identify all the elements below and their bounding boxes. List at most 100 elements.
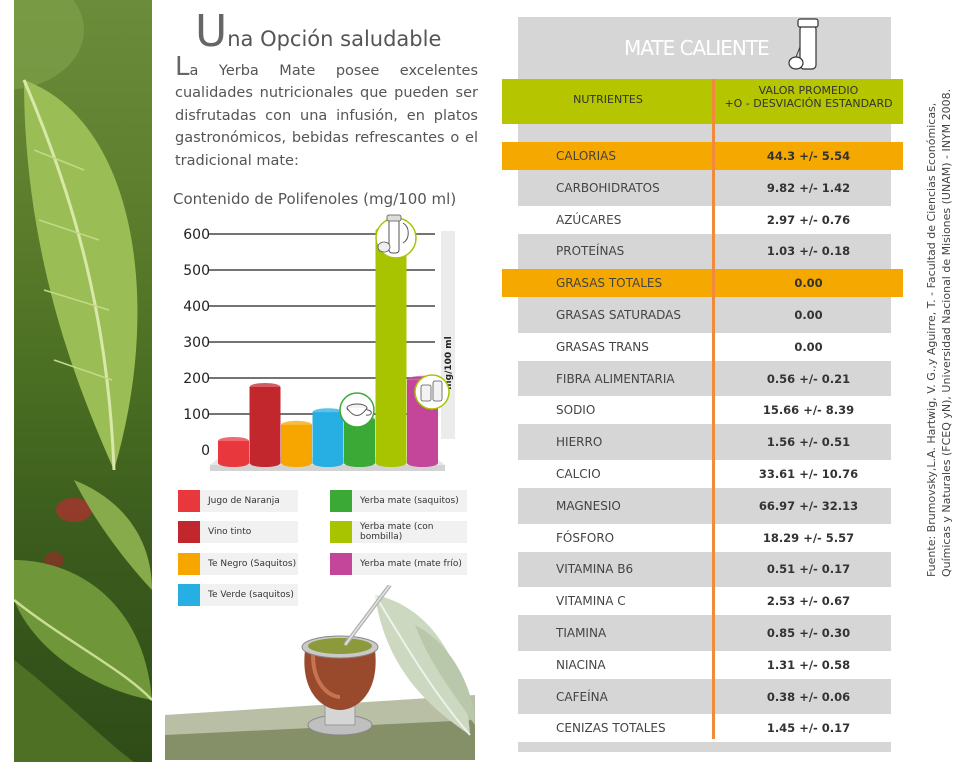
bar	[375, 230, 407, 463]
nutrient-value: 0.51 +/- 0.17	[766, 562, 851, 577]
bar-top	[312, 408, 344, 417]
nutrient-name: MAGNESIO	[556, 498, 621, 513]
table-row: MAGNESIO 66.97 +/- 32.13	[518, 491, 891, 520]
nutrient-name: FÓSFORO	[556, 530, 615, 545]
source-citation: Fuente: Brumovsky,L.A. Hartwig, V. G.,y …	[925, 89, 953, 577]
legend-swatch	[330, 490, 352, 512]
nutrient-name: AZÚCARES	[556, 212, 622, 227]
table-row: GRASAS TRANS 0.00	[518, 332, 891, 361]
legend-swatch	[178, 584, 200, 606]
table-row: CENIZAS TOTALES 1.45 +/- 0.17	[518, 714, 891, 743]
bar	[218, 441, 249, 463]
intro-initial: L	[175, 52, 190, 82]
bar-base	[375, 459, 407, 467]
source-line-2: Químicas y Naturales (FCEQ yN), Universi…	[940, 89, 953, 577]
chart-title: Contenido de Polifenoles (mg/100 ml)	[173, 190, 457, 208]
nutrient-name: CENIZAS TOTALES	[556, 721, 666, 736]
bar	[312, 412, 344, 463]
bar-base	[218, 459, 249, 467]
legend-label: Vino tinto	[208, 527, 252, 537]
nutrient-value: 1.31 +/- 0.58	[766, 657, 851, 672]
polyphenol-bar-chart: 0 100 200 300 400 500 600 mg/100 ml	[183, 214, 455, 471]
nutrient-name: CARBOHIDRATOS	[556, 180, 660, 195]
bar-base	[281, 459, 312, 467]
chart-legend: Jugo de Naranja Vino tinto Te Negro (Saqui…	[178, 490, 468, 615]
nutrient-name: GRASAS TOTALES	[556, 276, 663, 291]
legend-item: Yerba mate (con bombilla)	[330, 521, 467, 543]
legend-swatch	[330, 521, 352, 543]
y-tick-label: 600	[183, 227, 210, 243]
table-row: FIBRA ALIMENTARIA 0.56 +/- 0.21	[518, 364, 891, 393]
nutrient-value: 1.56 +/- 0.51	[766, 435, 851, 450]
y-tick-label: 100	[183, 407, 210, 423]
y-tick-label: 500	[183, 263, 210, 279]
y-tick-label: 300	[183, 335, 210, 351]
bar-base	[249, 459, 281, 467]
nutrient-name: TIAMINA	[556, 626, 607, 640]
title-text: na Opción saludable	[227, 27, 442, 51]
nutrient-name: CALORIAS	[556, 149, 616, 163]
nutrient-value: 0.38 +/- 0.06	[766, 689, 851, 704]
table-row: CALORIAS 44.3 +/- 5.54	[502, 142, 903, 170]
table-row: CAFEÍNA 0.38 +/- 0.06	[518, 682, 891, 711]
legend-item: Te Verde (saquitos)	[178, 584, 298, 606]
table-row: AZÚCARES 2.97 +/- 0.76	[518, 205, 891, 234]
legend-label: Te Verde (saquitos)	[208, 590, 294, 600]
legend-item: Jugo de Naranja	[178, 490, 298, 512]
source-line-1: Fuente: Brumovsky,L.A. Hartwig, V. G.,y …	[925, 103, 938, 577]
nutrient-name: SODIO	[556, 403, 596, 418]
nutrient-name: GRASAS TRANS	[556, 339, 649, 354]
nutrient-value: 2.97 +/- 0.76	[766, 212, 851, 227]
nutrient-name: PROTEÍNAS	[556, 244, 625, 259]
nutrient-value: 2.53 +/- 0.67	[766, 594, 851, 609]
table-row: GRASAS SATURADAS 0.00	[518, 301, 891, 329]
column-divider	[712, 79, 715, 739]
table-row: VITAMINA C 2.53 +/- 0.67	[518, 587, 891, 616]
col-header-value: VALOR PROMEDIO +O - DESVIACIÓN ESTANDARD	[714, 84, 903, 110]
table-header	[502, 79, 903, 124]
thermos-icon	[788, 18, 819, 70]
nutrient-name: NIACINA	[556, 657, 606, 672]
page-title: Una Opción saludable	[195, 10, 441, 54]
thermos-mate-icon	[375, 214, 417, 259]
y-tick-label: 200	[183, 371, 210, 387]
table-row: GRASAS TOTALES 0.00	[502, 269, 903, 298]
legend-label: Yerba mate (saquitos)	[360, 496, 459, 506]
nutrient-value: 0.85 +/- 0.30	[766, 626, 851, 640]
bar	[249, 387, 281, 463]
chart-floor-edge	[210, 465, 445, 471]
nutrient-value: 0.56 +/- 0.21	[766, 371, 851, 386]
table-row: CALCIO 33.61 +/- 10.76	[518, 460, 891, 488]
mate-gourd-illustration	[165, 583, 475, 760]
legend-swatch	[178, 490, 200, 512]
nutrient-value: 0.00	[794, 308, 823, 322]
table-row: NIACINA 1.31 +/- 0.58	[518, 650, 891, 679]
legend-swatch	[330, 553, 352, 575]
col-header-value-line2: +O - DESVIACIÓN ESTANDARD	[724, 97, 893, 110]
bar-top	[249, 383, 281, 391]
leaf-photo	[14, 0, 152, 762]
bar	[281, 424, 312, 463]
table-title: MATE CALIENTE	[624, 36, 770, 60]
bar-top	[281, 420, 312, 429]
cup-icon	[339, 392, 375, 428]
nutrient-name: GRASAS SATURADAS	[556, 308, 681, 322]
table-row: TIAMINA 0.85 +/- 0.30	[518, 619, 891, 647]
table-row: PROTEÍNAS 1.03 +/- 0.18	[518, 237, 891, 266]
legend-item: Te Negro (Saquitos)	[178, 553, 298, 575]
nutrient-name: CALCIO	[556, 467, 601, 481]
legend-label: Yerba mate (con bombilla)	[360, 522, 434, 542]
legend-label: Yerba mate (mate frío)	[360, 559, 462, 569]
nutrient-value: 0.00	[794, 339, 823, 354]
legend-item: Yerba mate (saquitos)	[330, 490, 467, 512]
nutrient-value: 15.66 +/- 8.39	[762, 403, 855, 418]
nutrient-name: VITAMINA C	[556, 594, 626, 609]
table-title-bar	[518, 17, 891, 77]
table-row: VITAMINA B6 0.51 +/- 0.17	[518, 555, 891, 584]
nutrient-value: 1.45 +/- 0.17	[766, 721, 851, 736]
y-tick-label: 0	[201, 443, 210, 459]
title-initial: U	[195, 6, 228, 57]
table-row: FÓSFORO 18.29 +/- 5.57	[518, 523, 891, 552]
nutrient-value: 9.82 +/- 1.42	[766, 180, 851, 195]
intro-paragraph: La Yerba Mate posee excelentes cualidade…	[175, 54, 478, 172]
